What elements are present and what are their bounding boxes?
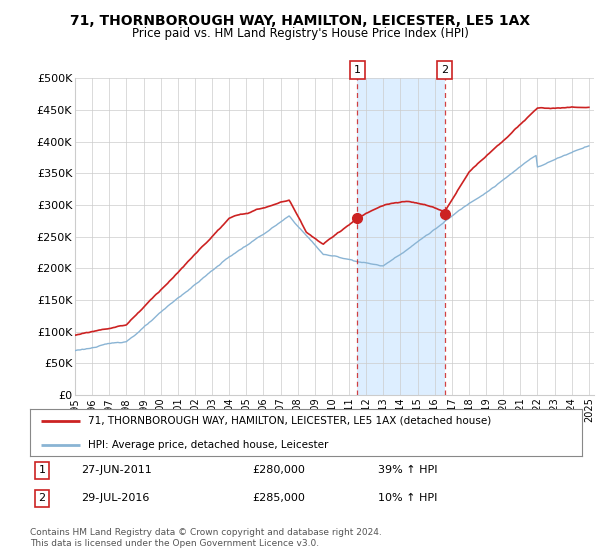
Text: HPI: Average price, detached house, Leicester: HPI: Average price, detached house, Leic… (88, 440, 328, 450)
Text: 2: 2 (441, 65, 448, 75)
Text: 27-JUN-2011: 27-JUN-2011 (81, 465, 152, 475)
Text: 39% ↑ HPI: 39% ↑ HPI (378, 465, 437, 475)
Text: 29-JUL-2016: 29-JUL-2016 (81, 493, 149, 503)
Text: 1: 1 (38, 465, 46, 475)
Text: 71, THORNBOROUGH WAY, HAMILTON, LEICESTER, LE5 1AX (detached house): 71, THORNBOROUGH WAY, HAMILTON, LEICESTE… (88, 416, 491, 426)
Text: 2: 2 (38, 493, 46, 503)
Text: £280,000: £280,000 (252, 465, 305, 475)
Text: 10% ↑ HPI: 10% ↑ HPI (378, 493, 437, 503)
Text: Contains HM Land Registry data © Crown copyright and database right 2024.
This d: Contains HM Land Registry data © Crown c… (30, 528, 382, 548)
Text: Price paid vs. HM Land Registry's House Price Index (HPI): Price paid vs. HM Land Registry's House … (131, 27, 469, 40)
Text: £285,000: £285,000 (252, 493, 305, 503)
Text: 71, THORNBOROUGH WAY, HAMILTON, LEICESTER, LE5 1AX: 71, THORNBOROUGH WAY, HAMILTON, LEICESTE… (70, 14, 530, 28)
Bar (358, 78, 445, 395)
Text: 1: 1 (354, 65, 361, 75)
